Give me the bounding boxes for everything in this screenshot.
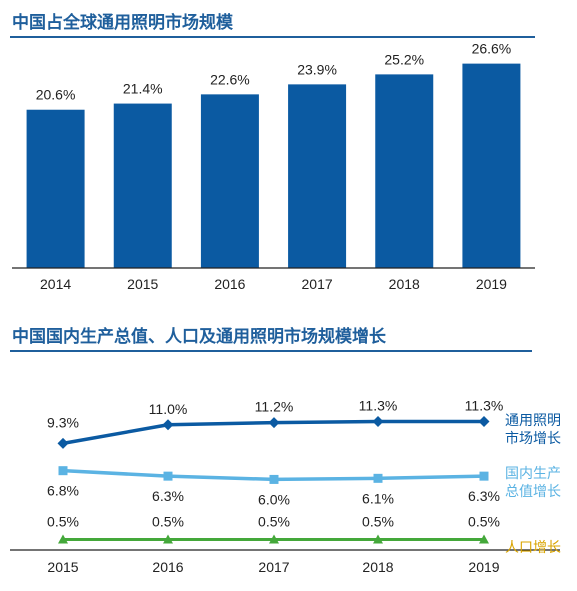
bar-value-label: 21.4% [123, 81, 163, 97]
legend-label: 市场增长 [505, 430, 561, 446]
data-point-triangle [373, 534, 383, 544]
x-tick-label: 2015 [47, 559, 78, 575]
data-label: 11.2% [255, 399, 294, 415]
data-label: 6.3% [468, 488, 500, 504]
bar-2017 [288, 84, 347, 268]
data-point-triangle [269, 534, 279, 544]
data-label: 11.3% [359, 398, 398, 414]
data-label: 9.3% [47, 414, 79, 430]
data-point-square [163, 471, 173, 481]
data-point-square [58, 466, 68, 476]
bar-2015 [113, 103, 172, 269]
data-label: 11.0% [149, 401, 188, 417]
legend-label: 总值增长 [505, 483, 561, 499]
legend-label: 人口增长 [505, 539, 561, 555]
x-tick-label: 2017 [302, 276, 333, 292]
data-label: 11.3% [465, 398, 504, 414]
data-label: 6.0% [258, 491, 290, 507]
x-tick-label: 2016 [214, 276, 245, 292]
data-point-square [479, 471, 489, 481]
data-point-diamond [57, 437, 69, 449]
bar-value-label: 23.9% [297, 61, 337, 77]
x-tick-label: 2018 [362, 559, 393, 575]
data-label: 6.3% [152, 488, 184, 504]
x-tick-label: 2018 [389, 276, 420, 292]
line-chart-title: 中国国内生产总值、人口及通用照明市场规模增长 [12, 327, 386, 347]
x-tick-label: 2014 [40, 276, 71, 292]
data-label: 6.8% [47, 483, 79, 499]
data-point-triangle [163, 534, 173, 544]
bar-chart: 20.6% 2014 21.4% 2015 22.6% 2016 23.9% 2017 25.2… [12, 41, 535, 292]
data-point-diamond [372, 416, 384, 427]
data-point-triangle [58, 534, 68, 544]
data-point-square [269, 474, 279, 484]
bar-chart-title: 中国占全球通用照明市场规模 [12, 13, 233, 33]
data-point-diamond [268, 417, 280, 429]
x-tick-label: 2019 [468, 559, 499, 575]
data-point-diamond [478, 416, 490, 427]
bar-value-label: 25.2% [384, 51, 424, 67]
bar-chart-title-rule [10, 36, 535, 38]
data-label: 6.1% [362, 490, 394, 506]
line-chart-title-rule [10, 350, 532, 352]
data-label: 0.5% [468, 514, 500, 530]
data-point-diamond [162, 419, 174, 431]
data-label: 0.5% [47, 514, 79, 530]
legend-label: 国内生产 [505, 465, 561, 481]
legend-label: 通用照明 [505, 412, 561, 428]
bar-2016 [200, 94, 259, 269]
bar-2018 [375, 74, 434, 268]
data-point-square [373, 473, 383, 483]
bar-value-label: 26.6% [472, 41, 512, 57]
bar-value-label: 22.6% [210, 71, 250, 87]
bar-2014 [26, 109, 85, 269]
x-tick-label: 2016 [152, 559, 183, 575]
data-label: 0.5% [258, 514, 290, 530]
x-tick-label: 2015 [127, 276, 158, 292]
bar-2019 [462, 63, 521, 268]
data-label: 0.5% [362, 514, 394, 530]
data-label: 0.5% [152, 514, 184, 530]
x-tick-label: 2017 [258, 559, 289, 575]
data-point-triangle [479, 534, 489, 544]
x-tick-label: 2019 [476, 276, 507, 292]
bar-value-label: 20.6% [36, 87, 76, 103]
